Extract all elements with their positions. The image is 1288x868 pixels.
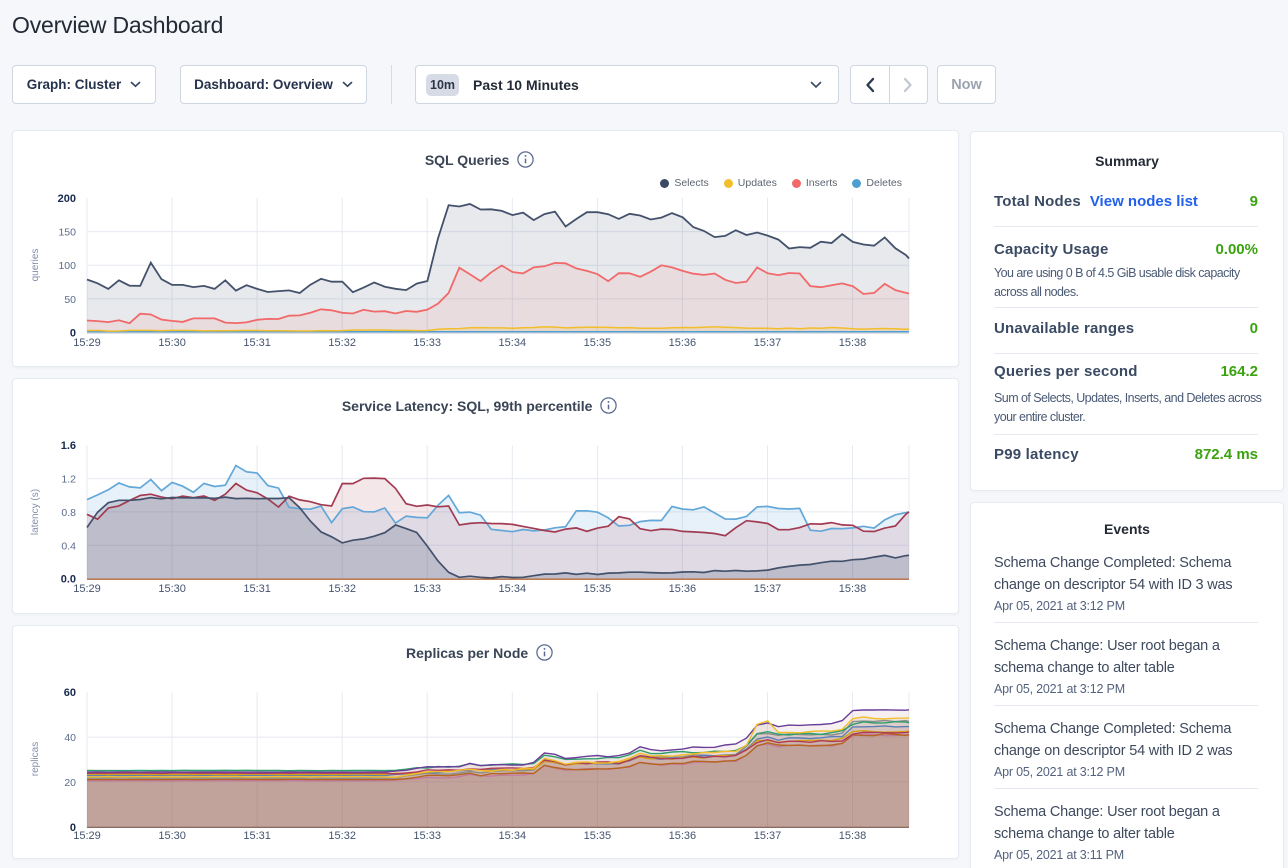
svg-text:15:31: 15:31: [243, 337, 271, 349]
svg-text:15:32: 15:32: [328, 830, 356, 842]
svg-text:15:35: 15:35: [584, 337, 612, 349]
svg-text:15:37: 15:37: [754, 337, 782, 349]
svg-text:15:30: 15:30: [158, 583, 186, 595]
svg-text:0: 0: [70, 822, 76, 834]
svg-text:15:29: 15:29: [73, 830, 101, 842]
svg-text:15:35: 15:35: [584, 830, 612, 842]
svg-text:60: 60: [64, 687, 76, 699]
svg-text:200: 200: [58, 193, 76, 205]
svg-text:queries: queries: [30, 249, 41, 282]
svg-text:15:36: 15:36: [669, 830, 697, 842]
svg-text:40: 40: [64, 732, 76, 744]
svg-text:15:36: 15:36: [669, 583, 697, 595]
svg-text:1.6: 1.6: [61, 440, 76, 452]
svg-text:15:30: 15:30: [158, 830, 186, 842]
svg-text:15:34: 15:34: [499, 830, 527, 842]
svg-text:20: 20: [64, 777, 76, 789]
svg-text:15:38: 15:38: [839, 337, 867, 349]
svg-text:15:37: 15:37: [754, 583, 782, 595]
svg-text:15:35: 15:35: [584, 583, 612, 595]
svg-text:15:33: 15:33: [413, 583, 441, 595]
svg-text:150: 150: [58, 227, 76, 239]
svg-text:15:38: 15:38: [839, 830, 867, 842]
svg-text:50: 50: [64, 294, 76, 306]
svg-text:15:34: 15:34: [499, 583, 527, 595]
svg-text:15:31: 15:31: [243, 583, 271, 595]
svg-text:15:33: 15:33: [413, 830, 441, 842]
svg-text:replicas: replicas: [30, 742, 41, 776]
svg-text:15:34: 15:34: [499, 337, 527, 349]
svg-text:15:32: 15:32: [328, 583, 356, 595]
svg-text:15:38: 15:38: [839, 583, 867, 595]
svg-text:15:29: 15:29: [73, 583, 101, 595]
svg-text:15:36: 15:36: [669, 337, 697, 349]
svg-text:0: 0: [70, 328, 76, 340]
svg-text:15:37: 15:37: [754, 830, 782, 842]
svg-text:15:30: 15:30: [158, 337, 186, 349]
svg-text:100: 100: [58, 260, 76, 272]
svg-text:15:33: 15:33: [413, 337, 441, 349]
svg-text:1.2: 1.2: [61, 474, 76, 486]
svg-text:0.8: 0.8: [61, 507, 76, 519]
svg-text:15:32: 15:32: [328, 337, 356, 349]
svg-text:0.0: 0.0: [61, 574, 76, 586]
svg-text:latency (s): latency (s): [30, 489, 41, 535]
svg-text:15:31: 15:31: [243, 830, 271, 842]
svg-text:0.4: 0.4: [61, 540, 76, 552]
svg-text:15:29: 15:29: [73, 337, 101, 349]
